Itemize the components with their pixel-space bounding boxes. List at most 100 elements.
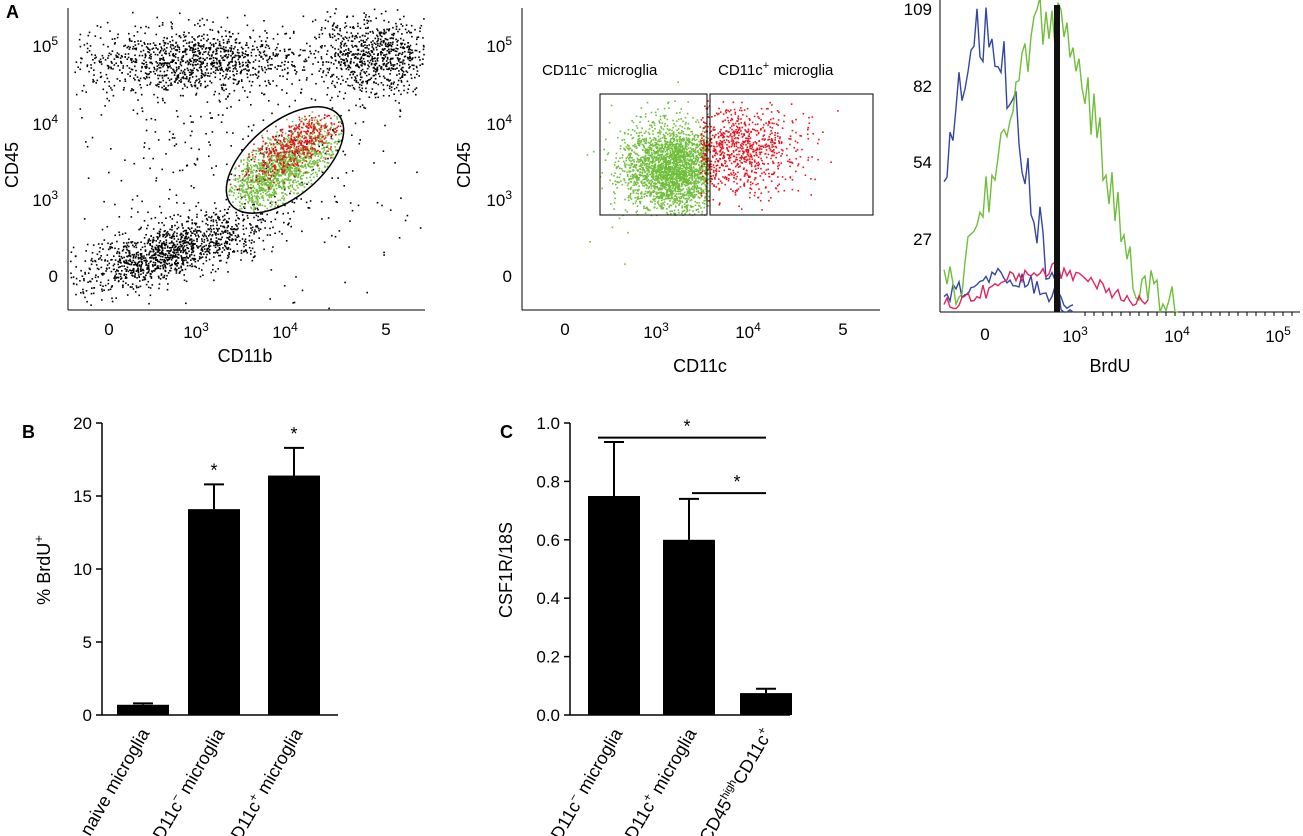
scatter-point [119, 275, 122, 278]
scatter-point [310, 98, 313, 100]
scatter-point [246, 251, 249, 254]
scatter-point [144, 72, 147, 74]
scatter-point [404, 43, 406, 46]
scatter-point [296, 192, 298, 195]
scatter-point [323, 130, 326, 133]
scatter-point [137, 267, 139, 270]
scatter-point [184, 239, 187, 242]
scatter-point [314, 19, 317, 21]
scatter-point [244, 178, 247, 181]
scatter-point [359, 83, 361, 86]
scatter-point [230, 106, 232, 108]
scatter-point [298, 148, 301, 151]
scatter-point [285, 164, 287, 166]
scatter-point [305, 137, 308, 139]
scatter-point [373, 53, 375, 55]
scatter-point [270, 164, 272, 166]
scatter-point [135, 253, 138, 255]
scatter-point [310, 163, 312, 165]
scatter-point [301, 117, 303, 120]
scatter-point [163, 44, 166, 47]
scatter-point [161, 250, 163, 253]
scatter-point [342, 37, 344, 39]
scatter-point [243, 207, 246, 209]
scatter-point [161, 74, 164, 77]
scatter-point [268, 47, 271, 50]
scatter-point [281, 143, 284, 146]
scatter-point [168, 63, 171, 65]
scatter-point [314, 36, 316, 39]
scatter-point [110, 246, 113, 248]
scatter-point [284, 132, 287, 135]
scatter-point [148, 73, 151, 75]
scatter-point [202, 61, 204, 63]
scatter-point [386, 63, 388, 65]
scatter-point [272, 54, 275, 56]
scatter-point [404, 50, 406, 53]
scatter-point [409, 55, 411, 58]
scatter-point [220, 238, 222, 241]
scatter-point [248, 192, 251, 195]
scatter-point [107, 248, 110, 251]
scatter-point [359, 36, 361, 38]
scatter-point [312, 168, 315, 171]
scatter-point [306, 129, 309, 132]
scatter-point [417, 36, 420, 38]
scatter-point [353, 54, 355, 56]
scatter-point [161, 222, 163, 224]
scatter-point [87, 34, 90, 37]
scatter-point [167, 272, 170, 274]
scatter-point [297, 165, 300, 167]
scatter-point [323, 161, 326, 163]
scatter-point [195, 92, 198, 95]
scatter-point [379, 33, 381, 35]
scatter-point [247, 169, 250, 171]
scatter-point [174, 246, 176, 249]
scatter-point [156, 266, 158, 268]
scatter-point [250, 179, 253, 182]
scatter-point [222, 56, 224, 59]
scatter-point [113, 263, 116, 265]
scatter-point [177, 74, 180, 76]
scatter-point [294, 173, 296, 175]
scatter-point [134, 41, 136, 43]
scatter-point [170, 44, 172, 46]
scatter-point [337, 53, 339, 55]
scatter-point [198, 256, 201, 258]
scatter-point [200, 242, 203, 245]
scatter-point [175, 272, 178, 274]
scatter-point [291, 120, 294, 123]
scatter-point [145, 67, 147, 69]
scatter-point [254, 192, 257, 194]
scatter-point [221, 230, 223, 233]
scatter-point [390, 86, 393, 89]
scatter-point [216, 52, 218, 55]
scatter-point [224, 245, 227, 248]
scatter-point [278, 157, 281, 160]
scatter-point [304, 171, 307, 174]
scatter-point [272, 148, 274, 151]
scatter-point [274, 55, 276, 57]
scatter-point [342, 79, 344, 82]
scatter-point [261, 218, 264, 220]
scatter-point [258, 185, 261, 187]
scatter-point [308, 165, 310, 167]
scatter-point [339, 29, 341, 32]
scatter-point [309, 152, 311, 154]
scatter-point [243, 56, 245, 59]
scatter-point [336, 140, 339, 143]
scatter-point [410, 31, 413, 34]
scatter-point [325, 141, 327, 144]
scatter-point [281, 192, 283, 194]
scatter-point [383, 30, 386, 32]
scatter-point [252, 181, 254, 184]
scatter-point [261, 204, 264, 207]
scatter-point [170, 82, 172, 84]
scatter-point [133, 246, 135, 248]
scatter-point [163, 41, 166, 44]
scatter-point [196, 87, 199, 89]
scatter-point [265, 54, 268, 57]
scatter-point [389, 209, 392, 211]
scatter-point [383, 28, 385, 31]
scatter-point [162, 62, 164, 65]
